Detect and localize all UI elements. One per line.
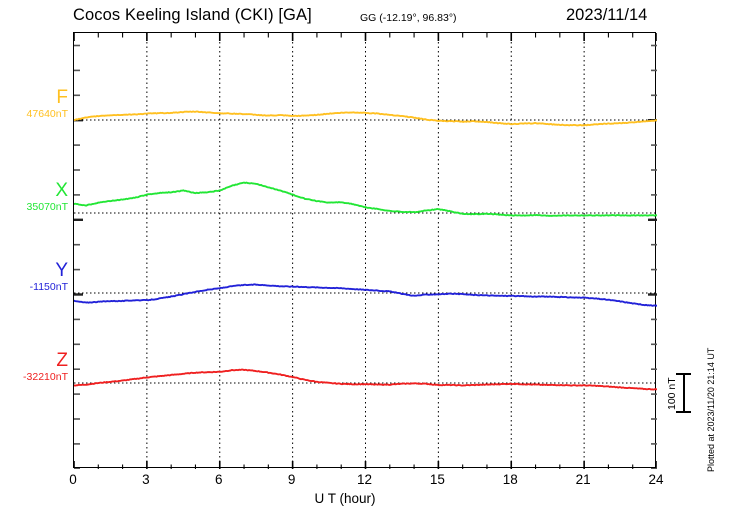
geographic-coordinates: GG (-12.19°, 96.83°) <box>360 12 457 24</box>
component-label-f: F 47640nT <box>0 88 68 121</box>
x-tick-18: 18 <box>502 472 518 487</box>
x-tick-3: 3 <box>142 472 150 487</box>
x-tick-6: 6 <box>214 472 223 487</box>
magnetogram-plot-area <box>73 32 657 469</box>
x-axis-label: U T (hour) <box>314 491 376 506</box>
component-baseline-y: -1150nT <box>29 281 68 293</box>
component-label-y: Y -1150nT <box>0 261 68 294</box>
observation-date: 2023/11/14 <box>566 6 648 24</box>
component-baseline-f: 47640nT <box>26 108 68 120</box>
component-symbol-f: F <box>56 87 68 108</box>
component-label-x: X 35070nT <box>0 181 68 214</box>
x-tick-9: 9 <box>287 472 296 487</box>
x-tick-24: 24 <box>648 472 664 487</box>
component-baseline-x: 35070nT <box>26 201 68 213</box>
scale-bar-label: 100 nT <box>666 377 678 411</box>
component-symbol-y: Y <box>55 260 68 281</box>
x-tick-15: 15 <box>429 472 445 487</box>
trace-canvas <box>74 33 657 469</box>
scale-bar <box>677 373 690 413</box>
component-label-z: Z -32210nT <box>0 351 68 384</box>
component-symbol-z: Z <box>56 350 68 371</box>
page-title: Cocos Keeling Island (CKI) [GA] <box>73 6 312 24</box>
x-tick-21: 21 <box>575 472 591 487</box>
component-baseline-z: -32210nT <box>23 371 68 383</box>
plotted-at-text: Plotted at 2023/11/20 21:14 UT <box>706 347 716 473</box>
x-tick-0: 0 <box>69 472 77 487</box>
component-symbol-x: X <box>55 180 68 201</box>
x-tick-12: 12 <box>356 472 373 487</box>
